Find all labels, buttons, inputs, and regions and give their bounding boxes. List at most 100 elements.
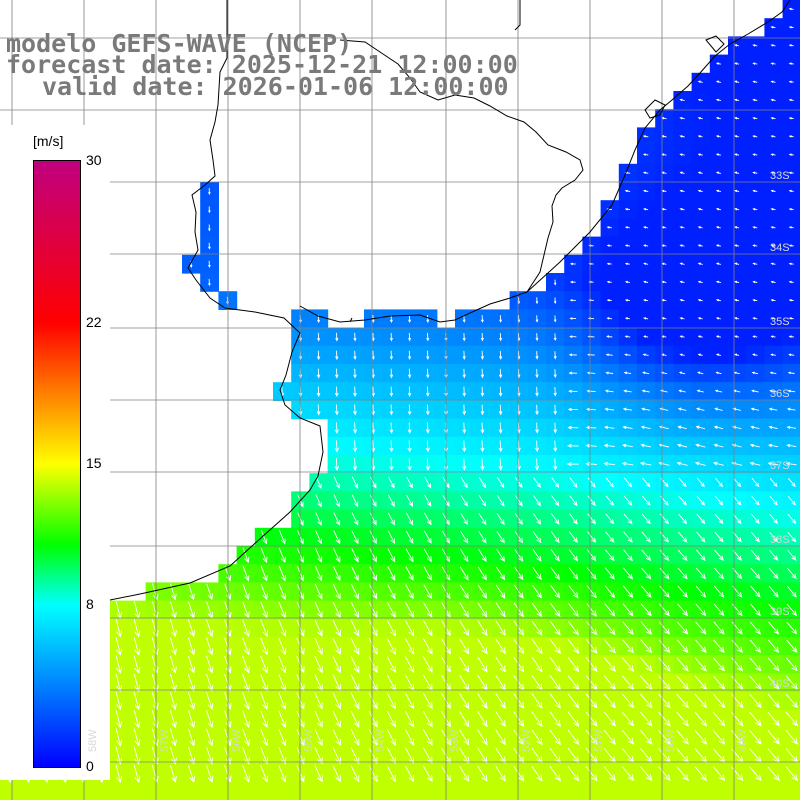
wind-speed-cell (509, 782, 529, 800)
wind-arrow (660, 371, 668, 375)
wind-speed-cell (582, 782, 602, 800)
wind-arrow (785, 711, 799, 727)
wind-arrow (734, 153, 740, 156)
wind-arrow (386, 710, 396, 728)
wind-arrow (603, 425, 615, 430)
wind-arrow (206, 637, 214, 656)
wind-arrow (585, 711, 598, 727)
wind-arrow (678, 389, 686, 393)
wind-arrow (224, 565, 232, 582)
wind-arrow (423, 602, 433, 618)
wind-arrow (115, 619, 123, 638)
wind-arrow (480, 440, 485, 453)
wind-speed-cell (291, 782, 310, 800)
wind-arrow (640, 766, 653, 782)
wind-arrow (477, 729, 488, 746)
wind-arrow (462, 422, 467, 434)
wind-arrow (714, 389, 723, 393)
wind-arrow (478, 494, 487, 507)
wind-arrow (462, 440, 467, 453)
wind-arrow (387, 530, 395, 545)
wind-arrow (640, 443, 651, 448)
wind-arrow (622, 585, 634, 598)
wind-arrow (477, 711, 488, 728)
wind-arrow (314, 656, 323, 674)
wind-arrow (641, 549, 652, 562)
wind-arrow (715, 116, 722, 120)
wind-arrow (752, 207, 758, 211)
wind-arrow (278, 710, 287, 729)
wind-arrow (496, 566, 506, 581)
wind-arrow (770, 335, 776, 338)
wind-arrow (787, 371, 795, 375)
wind-arrow (606, 226, 612, 229)
wind-arrow (606, 262, 612, 266)
wind-arrow (750, 567, 761, 580)
wind-arrow (386, 638, 396, 655)
wind-arrow (567, 656, 580, 673)
wind-arrow (658, 657, 671, 672)
wind-arrow (695, 603, 707, 617)
wind-arrow (495, 729, 506, 746)
wind-arrow (788, 153, 794, 156)
wind-arrow (570, 262, 576, 266)
wind-arrow (715, 353, 722, 357)
wind-arrow (770, 25, 776, 29)
wind-arrow (224, 710, 232, 729)
wind-arrow (715, 317, 722, 320)
wind-arrow (426, 386, 430, 397)
wind-arrow (696, 389, 704, 393)
wind-arrow (714, 549, 724, 561)
wind-arrow (115, 746, 123, 765)
wind-arrow (752, 116, 758, 120)
wind-arrow (788, 207, 794, 211)
wind-arrow (531, 638, 543, 655)
wind-arrow (568, 353, 577, 357)
wind-arrow (224, 728, 232, 747)
wind-arrow (676, 657, 689, 672)
wind-arrow (459, 620, 470, 637)
wind-arrow (749, 675, 762, 690)
wind-arrow (404, 692, 415, 710)
wind-arrow (423, 620, 433, 637)
wind-arrow (715, 244, 722, 247)
wind-arrow (206, 746, 214, 765)
colorbar (33, 160, 81, 768)
wind-arrow (407, 350, 412, 361)
wind-arrow (567, 425, 579, 430)
longitude-label: 49W (737, 729, 749, 752)
wind-arrow (769, 531, 779, 543)
wind-arrow (495, 711, 506, 728)
wind-arrow (386, 656, 396, 674)
wind-arrow (513, 656, 525, 673)
wind-arrow (406, 494, 413, 508)
wind-arrow (770, 153, 776, 156)
wind-arrow (513, 711, 525, 728)
wind-arrow (316, 404, 321, 416)
wind-arrow (731, 675, 744, 690)
colorbar-tick-label: 0 (86, 758, 94, 774)
wind-arrow (514, 495, 523, 507)
wind-arrow (568, 371, 578, 375)
wind-arrow (532, 531, 542, 544)
wind-arrow (169, 728, 177, 747)
wind-arrow (514, 566, 524, 581)
wind-arrow (535, 422, 539, 434)
wind-arrow (208, 188, 211, 196)
wind-arrow (422, 692, 433, 710)
wind-speed-cell (600, 782, 620, 800)
wind-arrow (424, 512, 432, 526)
wind-arrow (770, 44, 776, 47)
wind-arrow (640, 693, 653, 709)
wind-arrow (713, 585, 725, 598)
wind-speed-cell (728, 782, 747, 800)
wind-arrow (624, 335, 631, 338)
wind-arrow (659, 567, 670, 580)
wind-arrow (621, 711, 635, 727)
wind-arrow (242, 765, 250, 783)
wind-arrow (752, 317, 758, 320)
wind-arrow (115, 673, 123, 693)
wind-arrow (622, 425, 633, 430)
wind-arrow (407, 440, 412, 453)
wind-speed-cell (491, 782, 511, 800)
